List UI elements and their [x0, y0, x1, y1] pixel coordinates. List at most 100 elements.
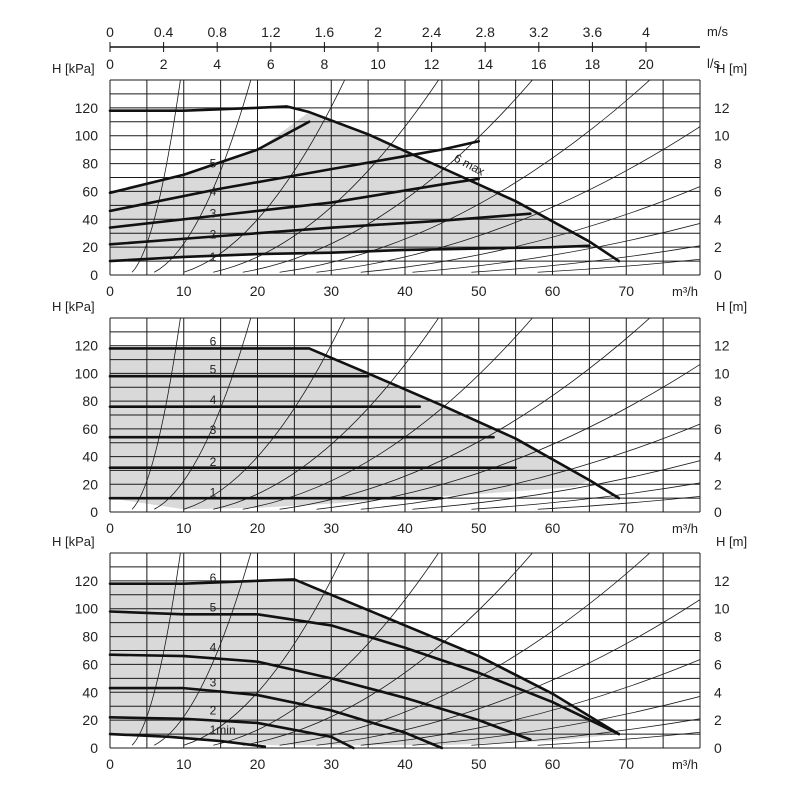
system-curve-line — [471, 718, 700, 746]
pump-curve-label: 2 — [210, 228, 217, 242]
y-right-tick-label: 6 — [714, 656, 722, 672]
ms-tick-label: 2.4 — [422, 24, 442, 40]
x-tick-label: 0 — [106, 756, 114, 772]
pump-curve-line — [108, 120, 311, 195]
ms-tick-label: 2 — [374, 24, 382, 40]
pump-curve-line — [108, 347, 621, 500]
system-curve-line — [316, 126, 700, 273]
x-tick-label: 50 — [471, 520, 487, 536]
operating-area-fill — [110, 112, 590, 262]
x-axis-label: m³/h — [672, 284, 698, 299]
pump-curve-label: 2 — [210, 455, 217, 469]
ls-tick-label: 16 — [531, 56, 547, 72]
system-curve-line — [131, 318, 181, 510]
pump-curve-line — [108, 212, 532, 246]
ms-tick-label: 1.6 — [315, 24, 335, 40]
x-tick-label: 20 — [250, 520, 266, 536]
y-left-tick-label: 0 — [90, 740, 98, 756]
y-right-tick-label: 10 — [714, 128, 730, 144]
pump-curve-label: 1 — [210, 486, 217, 500]
ls-tick-label: 8 — [321, 56, 329, 72]
ls-tick-label: 10 — [370, 56, 386, 72]
x-tick-label: 10 — [176, 520, 192, 536]
y-left-tick-label: 100 — [75, 128, 99, 144]
y-left-tick-label: 0 — [90, 504, 98, 520]
pump-curve-label: 6 — [210, 571, 217, 585]
system-curve-line — [412, 695, 700, 746]
system-curve-line — [154, 318, 252, 510]
pump-curve-line — [108, 177, 481, 229]
x-axis-label: m³/h — [672, 521, 698, 536]
y-right-tick-label: 4 — [714, 449, 722, 465]
ms-tick-label: 2.8 — [475, 24, 495, 40]
system-curve-line — [537, 495, 700, 510]
y-left-tick-label: 40 — [82, 684, 98, 700]
system-curve-line — [242, 318, 533, 510]
x-tick-label: 0 — [106, 520, 114, 536]
ms-tick-label: 3.2 — [529, 24, 549, 40]
x-tick-label: 60 — [545, 520, 561, 536]
y-left-tick-label: 40 — [82, 449, 98, 465]
system-curve-line — [131, 553, 181, 746]
pump-curve-label: 2 — [210, 703, 217, 717]
system-curve-line — [279, 80, 651, 273]
operating-area-fill — [110, 579, 619, 746]
system-curve-line — [360, 186, 700, 273]
y-right-tick-label: 4 — [714, 211, 722, 227]
pump-curve-line — [108, 716, 355, 750]
pump-curve-line — [108, 686, 444, 750]
system-curve-line — [471, 482, 700, 510]
x-tick-label: 40 — [397, 283, 413, 299]
ms-tick-label: 1.2 — [261, 24, 281, 40]
ls-tick-label: 6 — [267, 56, 275, 72]
pump-curve-label: 4 — [210, 641, 217, 655]
y-left-tick-label: 0 — [90, 267, 98, 283]
y-left-tick-label: 60 — [82, 183, 98, 199]
pump-curve-label: 5 — [210, 600, 217, 614]
system-curve-line — [242, 80, 533, 273]
y-right-tick-label: 8 — [714, 156, 722, 172]
y-left-tick-label: 100 — [75, 601, 99, 617]
y-left-tick-label: 40 — [82, 211, 98, 227]
y-right-tick-label: 10 — [714, 365, 730, 381]
y-right-tick-label: 8 — [714, 393, 722, 409]
y-left-tick-label: 20 — [82, 239, 98, 255]
pump-curve-label: 1min — [210, 723, 236, 737]
y-left-tick-label: 20 — [82, 476, 98, 492]
system-curve-line — [537, 258, 700, 273]
x-tick-label: 20 — [250, 283, 266, 299]
y-right-tick-label: 2 — [714, 239, 722, 255]
y-left-tick-label: 80 — [82, 629, 98, 645]
ls-tick-label: 2 — [160, 56, 168, 72]
y-right-tick-label: 0 — [714, 740, 722, 756]
system-curve-line — [213, 318, 439, 510]
y-right-tick-label: 0 — [714, 267, 722, 283]
x-axis-label: m³/h — [672, 757, 698, 772]
y-right-tick-label: 12 — [714, 100, 730, 116]
x-tick-label: 50 — [471, 283, 487, 299]
pump-curve-line — [108, 578, 621, 736]
ls-tick-label: 4 — [213, 56, 221, 72]
y-right-tick-label: 10 — [714, 601, 730, 617]
y-right-tick-label: 12 — [714, 338, 730, 354]
ls-tick-label: 18 — [585, 56, 601, 72]
pump-curve-label: 3 — [210, 423, 217, 437]
x-tick-label: 70 — [618, 283, 634, 299]
system-curve-line — [537, 731, 700, 746]
ms-tick-label: 3.6 — [583, 24, 603, 40]
y-right-tick-label: 2 — [714, 476, 722, 492]
x-tick-label: 30 — [323, 756, 339, 772]
y-right-tick-label: 6 — [714, 421, 722, 437]
y-left-tick-label: 80 — [82, 156, 98, 172]
ms-tick-label: 0 — [106, 24, 114, 40]
pump-curve-line — [108, 105, 621, 263]
y-left-tick-label: 100 — [75, 365, 99, 381]
y-left-axis-label: H [kPa] — [52, 534, 95, 549]
x-tick-label: 0 — [106, 283, 114, 299]
ms-unit-label: m/s — [707, 24, 728, 39]
y-left-tick-label: 120 — [75, 338, 99, 354]
x-tick-label: 60 — [545, 756, 561, 772]
